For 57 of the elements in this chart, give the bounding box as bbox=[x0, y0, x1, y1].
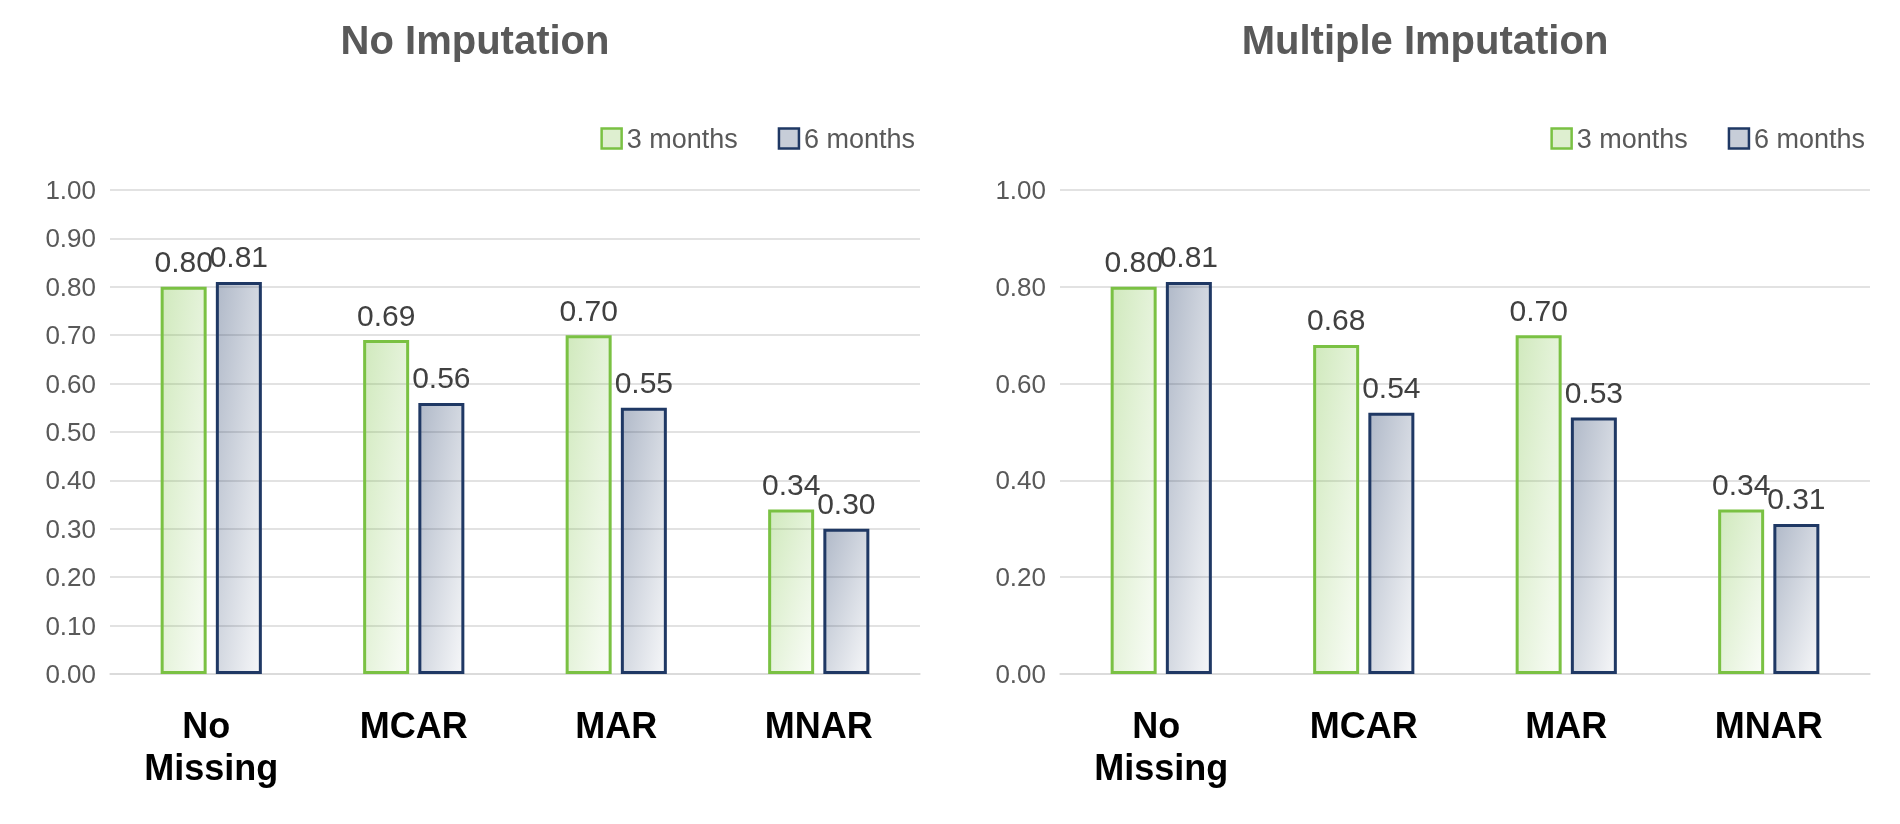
bar bbox=[565, 335, 612, 674]
bar bbox=[1515, 335, 1562, 674]
y-tick-label: 0.30 bbox=[45, 513, 96, 544]
bar bbox=[1313, 344, 1360, 674]
x-tick-label: MCAR bbox=[359, 704, 468, 746]
x-tick-label: No Missing bbox=[144, 704, 279, 788]
legend-label: 3 months bbox=[626, 123, 738, 154]
y-tick-label: 0.10 bbox=[45, 610, 96, 641]
y-tick-label: 0.60 bbox=[995, 368, 1046, 399]
bar bbox=[1718, 509, 1765, 674]
bar bbox=[215, 281, 262, 674]
bar bbox=[418, 402, 465, 674]
bar bbox=[1110, 286, 1157, 674]
legend-label: 3 months bbox=[1576, 123, 1688, 154]
data-label: 0.70 bbox=[559, 293, 618, 327]
y-tick-label: 1.00 bbox=[45, 175, 96, 205]
data-label: 0.54 bbox=[1362, 371, 1421, 405]
x-tick-label: MNAR bbox=[1714, 704, 1823, 746]
data-label: 0.55 bbox=[614, 366, 674, 400]
x-tick-label: MNAR bbox=[764, 704, 873, 746]
data-label: 0.53 bbox=[1564, 375, 1624, 409]
bar bbox=[1368, 412, 1415, 674]
x-tick-label: MAR bbox=[1525, 704, 1608, 746]
bar bbox=[1773, 523, 1820, 674]
y-tick-label: 0.80 bbox=[45, 271, 96, 302]
bar bbox=[620, 407, 667, 674]
legend-label: 6 months bbox=[1753, 123, 1865, 154]
y-tick-label: 0.40 bbox=[995, 465, 1046, 496]
y-tick-label: 1.00 bbox=[995, 175, 1046, 205]
y-tick-label: 0.80 bbox=[995, 271, 1046, 302]
y-tick-label: 0.70 bbox=[45, 320, 96, 351]
y-tick-label: 0.00 bbox=[45, 659, 96, 689]
bar bbox=[1165, 281, 1212, 674]
y-tick-label: 0.40 bbox=[45, 465, 96, 496]
bar bbox=[768, 509, 815, 674]
y-tick-label: 0.00 bbox=[995, 659, 1046, 689]
legend-label: 6 months bbox=[803, 123, 915, 154]
x-tick-label: No Missing bbox=[1094, 704, 1229, 788]
x-tick-label: MCAR bbox=[1309, 704, 1418, 746]
bar bbox=[823, 528, 870, 674]
y-tick-label: 0.60 bbox=[45, 368, 96, 399]
y-tick-label: 0.20 bbox=[995, 562, 1046, 593]
chart-title: No Imputation bbox=[340, 18, 610, 62]
x-tick-label: MAR bbox=[575, 704, 658, 746]
chart-title: Multiple Imputation bbox=[1241, 18, 1609, 62]
data-label: 0.69 bbox=[356, 298, 416, 332]
y-tick-label: 0.50 bbox=[45, 417, 96, 447]
data-label: 0.70 bbox=[1509, 293, 1568, 327]
y-tick-label: 0.20 bbox=[45, 562, 96, 593]
bar bbox=[363, 340, 410, 674]
data-label: 0.68 bbox=[1306, 303, 1366, 337]
data-label: 0.56 bbox=[412, 361, 471, 395]
data-label: 0.80 bbox=[154, 245, 213, 279]
bar bbox=[160, 286, 207, 674]
data-label: 0.80 bbox=[1104, 245, 1163, 279]
y-tick-label: 0.90 bbox=[45, 223, 96, 254]
bar bbox=[1570, 417, 1617, 674]
